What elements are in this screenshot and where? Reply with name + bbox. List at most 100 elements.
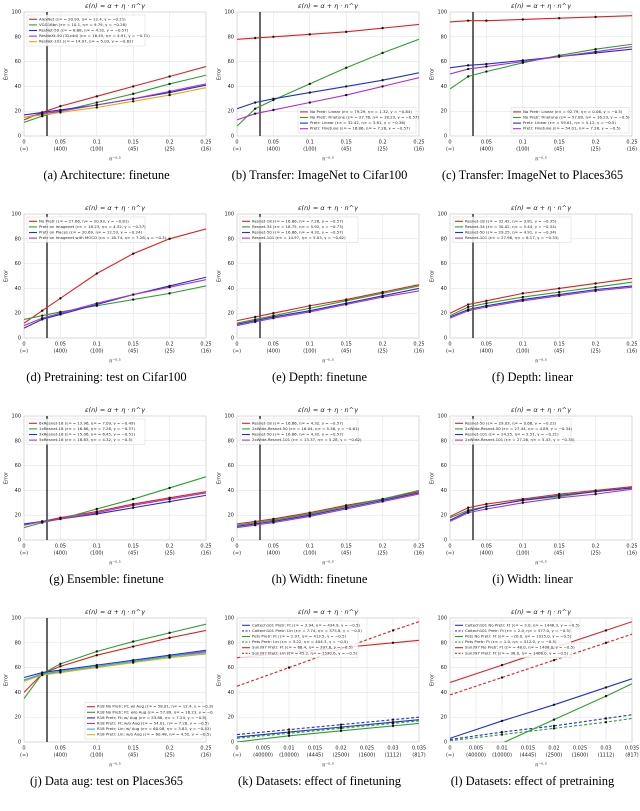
x-tick-label: 0.2 xyxy=(166,140,174,146)
data-point xyxy=(95,101,99,104)
x-tick-label: 0.1 xyxy=(306,544,314,550)
legend-label: Resnet-50 (ε∞ = 29.03, η∞ = 0.66, γ = −0… xyxy=(465,420,557,425)
data-point xyxy=(558,287,561,290)
y-tick-label: 60 xyxy=(441,59,447,65)
x-tick-sublabel: (45) xyxy=(341,551,351,557)
chart: ε(n) = α + η · n^γ Error n⁻⁰·⁵ 0 20 40 60 80 100… xyxy=(4,406,212,567)
series-group xyxy=(237,214,419,338)
data-point xyxy=(594,282,597,285)
x-tick-sublabel: (100) xyxy=(90,753,103,759)
x-tick-label: 0.25 xyxy=(626,544,637,550)
data-point xyxy=(272,108,275,112)
data-point xyxy=(254,523,257,527)
series-group xyxy=(237,416,419,540)
x-tick-label: 0.25 xyxy=(626,140,637,146)
caption: (e) Depth: finetune xyxy=(271,370,368,384)
data-point xyxy=(594,48,597,51)
x-tick-label: 0.1 xyxy=(93,342,101,348)
legend-label: No Pretr: Linear (ε∞ = 92.79, η∞ = 0.06,… xyxy=(523,109,623,114)
data-point xyxy=(485,62,488,66)
y-tick-label: 40 xyxy=(228,690,234,696)
y-tick-label: 60 xyxy=(441,261,447,267)
y-tick-label: 60 xyxy=(228,665,234,671)
x-tick-sublabel: (400) xyxy=(480,349,493,355)
y-tick-label: 100 xyxy=(437,10,447,16)
x-axis-label: n⁻⁰·⁵ xyxy=(535,763,546,769)
legend-label: Resnet-18 (ε∞ = 16.86, η∞ = 7.28, γ = −0… xyxy=(252,218,344,223)
legend-box xyxy=(26,14,146,47)
y-axis-label: Error xyxy=(4,269,10,282)
y-tick-label: 100 xyxy=(224,414,234,420)
x-tick-sublabel: (45) xyxy=(554,147,564,153)
data-point xyxy=(59,662,62,666)
y-tick-label: 40 xyxy=(228,286,234,292)
y-tick-label: 20 xyxy=(228,109,234,115)
x-tick-sublabel: (∞) xyxy=(233,147,241,153)
y-tick-label: 100 xyxy=(437,616,447,622)
data-point xyxy=(339,729,343,733)
x-tick-sublabel: (1112) xyxy=(385,753,402,759)
x-tick-sublabel: (25) xyxy=(377,147,387,153)
y-tick-label: 80 xyxy=(15,640,21,646)
legend-label: No Pretr: Linear (ε∞ = 79.29, η∞ = 1.32,… xyxy=(310,109,412,114)
x-tick-label: 0.2 xyxy=(166,746,174,752)
chart: ε(n) = α + η · n^γ Error n⁻⁰·⁵ 0 20 40 60 80 100… xyxy=(217,204,425,365)
data-point xyxy=(558,17,561,20)
x-tick-label: 0.05 xyxy=(55,746,66,752)
series-group xyxy=(450,214,632,338)
x-tick-label: 0 xyxy=(235,746,238,752)
subfigure: ε(n) = α + η · n^γ Error n⁻⁰·⁵ 0 20 40 60 80 100… xyxy=(213,404,426,606)
data-point xyxy=(168,237,171,240)
data-point xyxy=(558,55,561,58)
x-tick-sublabel: (100) xyxy=(303,349,316,355)
y-tick-label: 20 xyxy=(228,715,234,721)
legend-label: R18 Pretr; Lin; w/o Aug (ε∞ = 60.48, η∞ … xyxy=(97,732,211,737)
data-point xyxy=(168,93,171,97)
data-point xyxy=(59,671,62,674)
data-point xyxy=(287,728,291,731)
data-point xyxy=(594,285,597,289)
y-tick-label: 0 xyxy=(231,336,234,342)
y-tick-label: 0 xyxy=(444,740,447,746)
chart-title: ε(n) = α + η · n^γ xyxy=(298,406,359,414)
legend-label: 2xWide-Resnet-50 (ε∞ = 16.04, η∞ = 5.36,… xyxy=(252,426,360,431)
x-axis-label: n⁻⁰·⁵ xyxy=(322,157,333,163)
x-tick-sublabel: (400) xyxy=(480,147,493,153)
chart-title: ε(n) = α + η · n^γ xyxy=(511,608,572,616)
x-tick-sublabel: (16) xyxy=(201,753,211,759)
legend-box xyxy=(84,702,204,740)
legend-label: 2xWide-Resnet-50 (ε∞ = 27.44, η∞ = 4.89,… xyxy=(465,426,573,431)
data-point xyxy=(308,91,311,94)
x-tick-sublabel: (100) xyxy=(516,349,529,355)
x-axis-label: n⁻⁰·⁵ xyxy=(535,359,546,365)
y-tick-label: 20 xyxy=(15,109,21,115)
x-tick-label: 0.15 xyxy=(554,140,565,146)
data-point xyxy=(254,36,257,40)
x-tick-sublabel: (40000) xyxy=(466,753,486,759)
x-tick-sublabel: (400) xyxy=(54,147,67,153)
data-point xyxy=(168,75,171,78)
data-point xyxy=(381,292,384,295)
x-tick-label: 0 xyxy=(448,544,451,550)
legend-label: 3xResnet-18 (ε∞ = 15.06, η∞ = 6.45, γ = … xyxy=(39,432,135,437)
data-point xyxy=(132,645,135,648)
legend-label: No Pretr: Finetune (ε∞ = 57.89, η∞ = 16.… xyxy=(523,115,630,120)
legend-label: Resnet-50 (ε∞ = 29.25, η∞ = 4.91, γ = −0… xyxy=(465,230,557,235)
x-tick-label: 0.05 xyxy=(55,342,66,348)
data-point xyxy=(41,316,44,320)
legend-label: 1xResnet-18 (ε∞ = 16.86, η∞ = 7.28, γ = … xyxy=(39,426,135,431)
y-tick-label: 0 xyxy=(18,336,21,342)
data-point xyxy=(41,314,44,317)
legend-label: No Pretr: Finetune (ε∞ = 27.76, η∞ = 18.… xyxy=(310,115,420,120)
x-tick-label: 0.25 xyxy=(413,140,424,146)
y-tick-label: 60 xyxy=(441,463,447,469)
subfigure: ε(n) = α + η · n^γ Error n⁻⁰·⁵ 0 20 40 60 80 100… xyxy=(0,0,213,202)
x-axis-label: n⁻⁰·⁵ xyxy=(109,763,120,769)
subfigure: ε(n) = α + η · n^γ Error n⁻⁰·⁵ 0 20 40 60 80 100… xyxy=(426,404,639,606)
data-point xyxy=(59,665,62,668)
x-tick-sublabel: (400) xyxy=(267,349,280,355)
y-tick-label: 40 xyxy=(441,84,447,90)
data-point xyxy=(308,101,311,104)
x-tick-sublabel: (817) xyxy=(625,753,638,759)
y-tick-label: 100 xyxy=(224,212,234,218)
